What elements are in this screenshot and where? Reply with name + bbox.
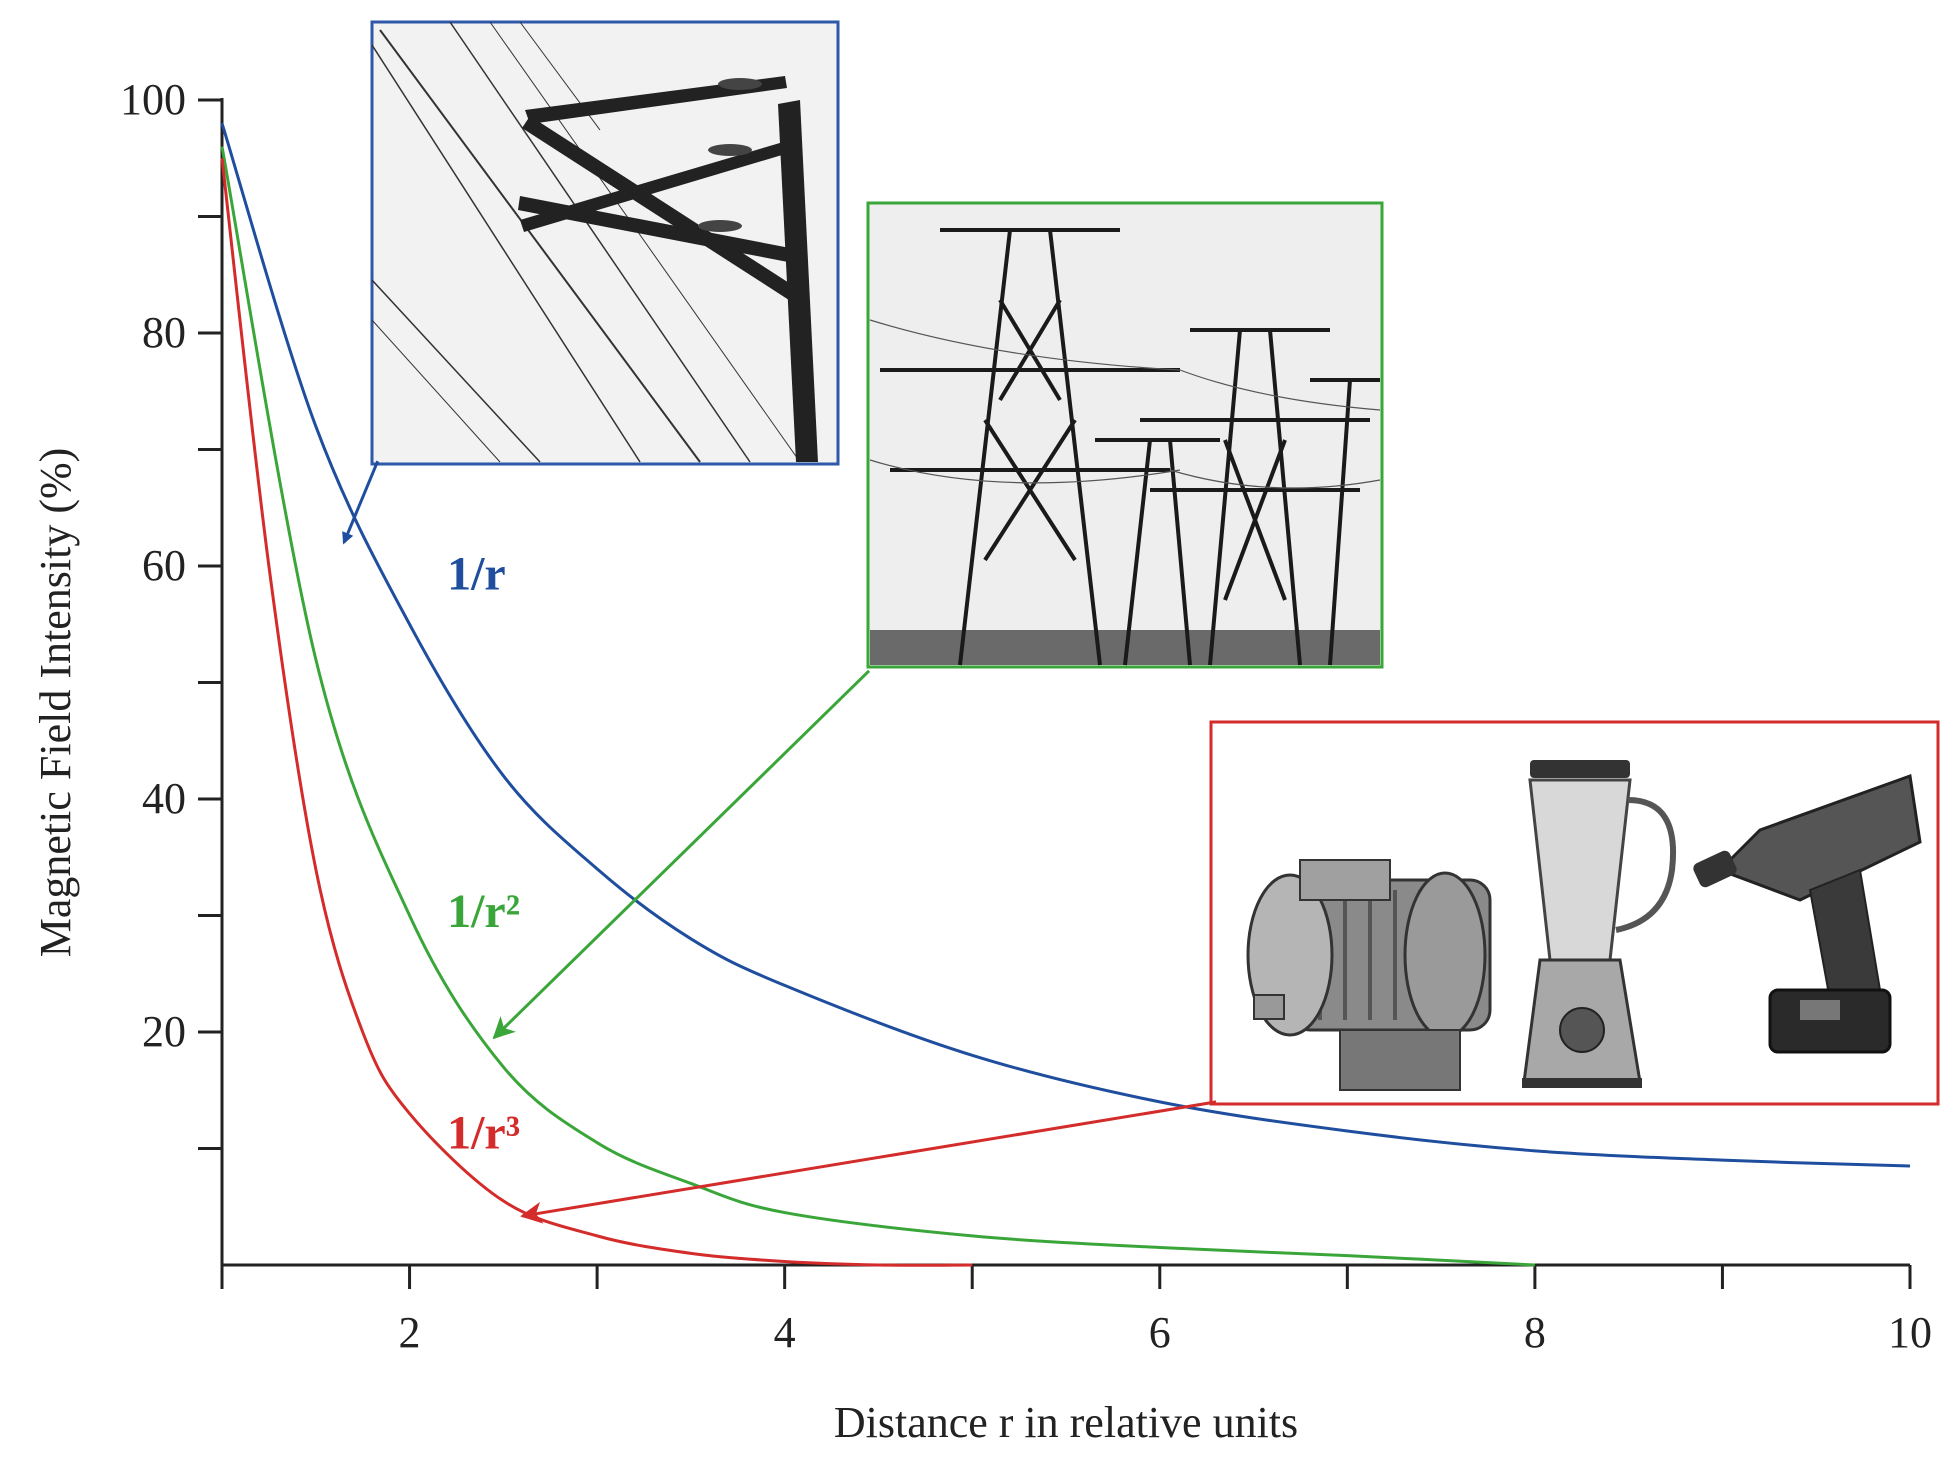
series-labels: 1/r 1/r² 1/r³	[447, 547, 520, 1159]
overhead-line-pole-photo	[370, 20, 840, 466]
y-tick-label: 80	[142, 308, 186, 357]
y-axis-title: Magnetic Field Intensity (%)	[31, 448, 80, 958]
x-tick-label: 4	[774, 1308, 796, 1357]
pointer-arrows	[342, 460, 1217, 1224]
x-tick-label: 8	[1524, 1308, 1546, 1357]
pointer-arrow-1	[342, 460, 380, 545]
x-tick-label: 6	[1149, 1308, 1171, 1357]
electric-motor-icon	[1246, 859, 1492, 1091]
series-label-2: 1/r²	[447, 885, 520, 938]
series-layer	[220, 122, 1911, 1267]
series-line-1	[220, 122, 1911, 1168]
y-tick-label: 60	[142, 541, 186, 590]
y-tick-label: 100	[120, 75, 186, 124]
y-tick-label: 20	[142, 1007, 186, 1056]
y-tick-label: 40	[142, 774, 186, 823]
pointer-arrow-2	[492, 669, 871, 1040]
transmission-towers-photo	[866, 201, 1384, 669]
pointer-arrow-3	[520, 1100, 1217, 1224]
x-axis-title: Distance r in relative units	[834, 1398, 1298, 1447]
motor-blender-drill-photo	[1209, 720, 1940, 1106]
series-label-3: 1/r³	[447, 1107, 520, 1160]
x-tick-label: 10	[1888, 1308, 1932, 1357]
x-tick-label: 2	[399, 1308, 421, 1357]
cordless-drill-icon	[1693, 773, 1922, 1054]
blender-icon	[1522, 760, 1676, 1088]
axes: 2 4 6 8 10 20 40 60 80 100 Distance r in relative …	[31, 75, 1932, 1447]
series-line-2	[220, 146, 1535, 1267]
series-label-1: 1/r	[447, 547, 506, 600]
series-line-3	[220, 158, 973, 1267]
